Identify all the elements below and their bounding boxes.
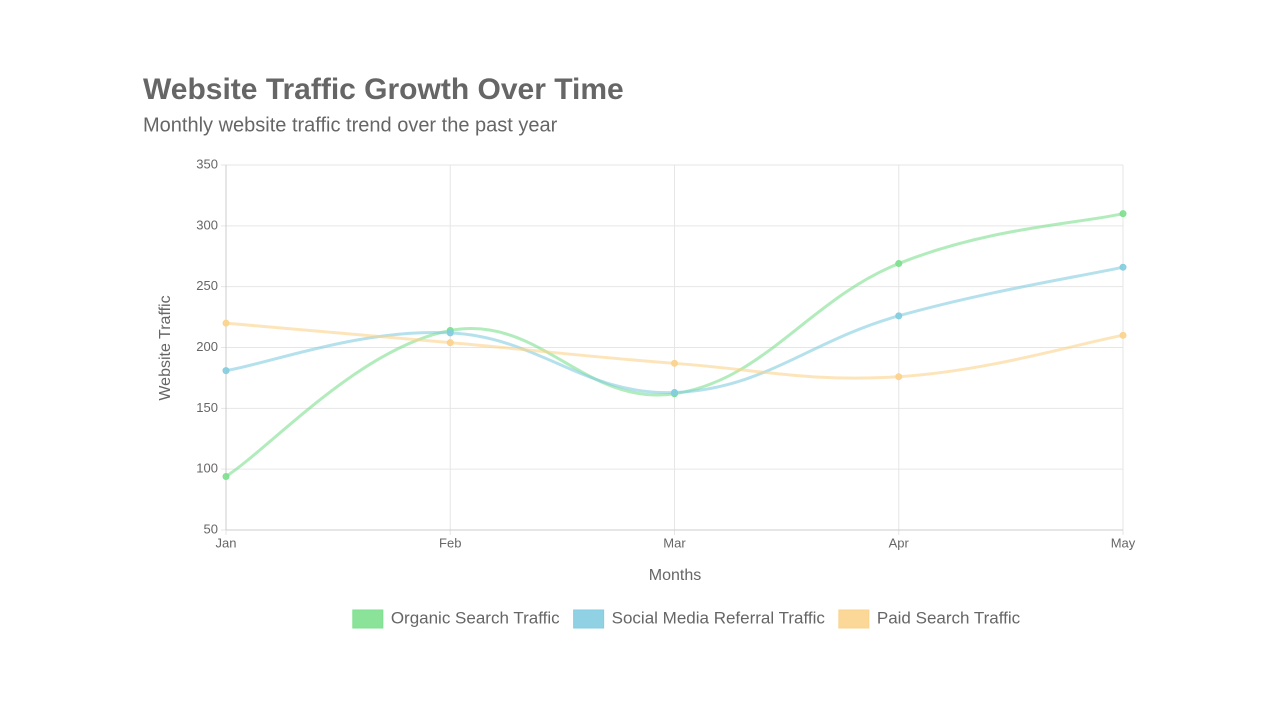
y-tick-label: 100	[196, 461, 218, 476]
x-tick-label: Apr	[889, 535, 910, 550]
data-point	[1119, 331, 1127, 339]
legend-label: Social Media Referral Traffic	[612, 608, 826, 627]
data-point	[671, 359, 678, 367]
y-tick-label: 300	[196, 217, 218, 232]
legend-swatch	[573, 609, 605, 629]
data-point	[895, 373, 903, 381]
y-tick-label: 250	[196, 278, 218, 293]
data-point	[222, 319, 230, 327]
chart-title: Website Traffic Growth Over Time	[143, 73, 624, 106]
chart-subtitle: Monthly website traffic trend over the p…	[143, 114, 558, 136]
y-tick-label: 200	[196, 339, 218, 354]
y-tick-label: 50	[204, 521, 218, 536]
legend-label: Organic Search Traffic	[391, 608, 560, 627]
data-point	[446, 339, 454, 347]
x-axis-label: Months	[649, 567, 701, 584]
legend-swatch	[838, 609, 870, 629]
x-tick-label: Feb	[439, 535, 461, 550]
data-point	[671, 389, 678, 397]
y-tick-label: 350	[196, 156, 218, 171]
data-point	[1119, 263, 1127, 271]
legend-label: Paid Search Traffic	[877, 608, 1021, 627]
data-point	[446, 329, 454, 337]
legend-swatch	[352, 609, 384, 629]
data-point	[1119, 210, 1127, 218]
data-point	[895, 312, 903, 320]
data-point	[222, 472, 230, 480]
x-tick-label: Mar	[663, 535, 686, 550]
y-tick-label: 150	[196, 400, 218, 415]
data-point	[222, 367, 230, 375]
x-tick-label: May	[1111, 535, 1136, 550]
x-tick-label: Jan	[216, 535, 237, 550]
data-point	[895, 260, 903, 268]
y-axis-label: Website Traffic	[157, 295, 174, 400]
